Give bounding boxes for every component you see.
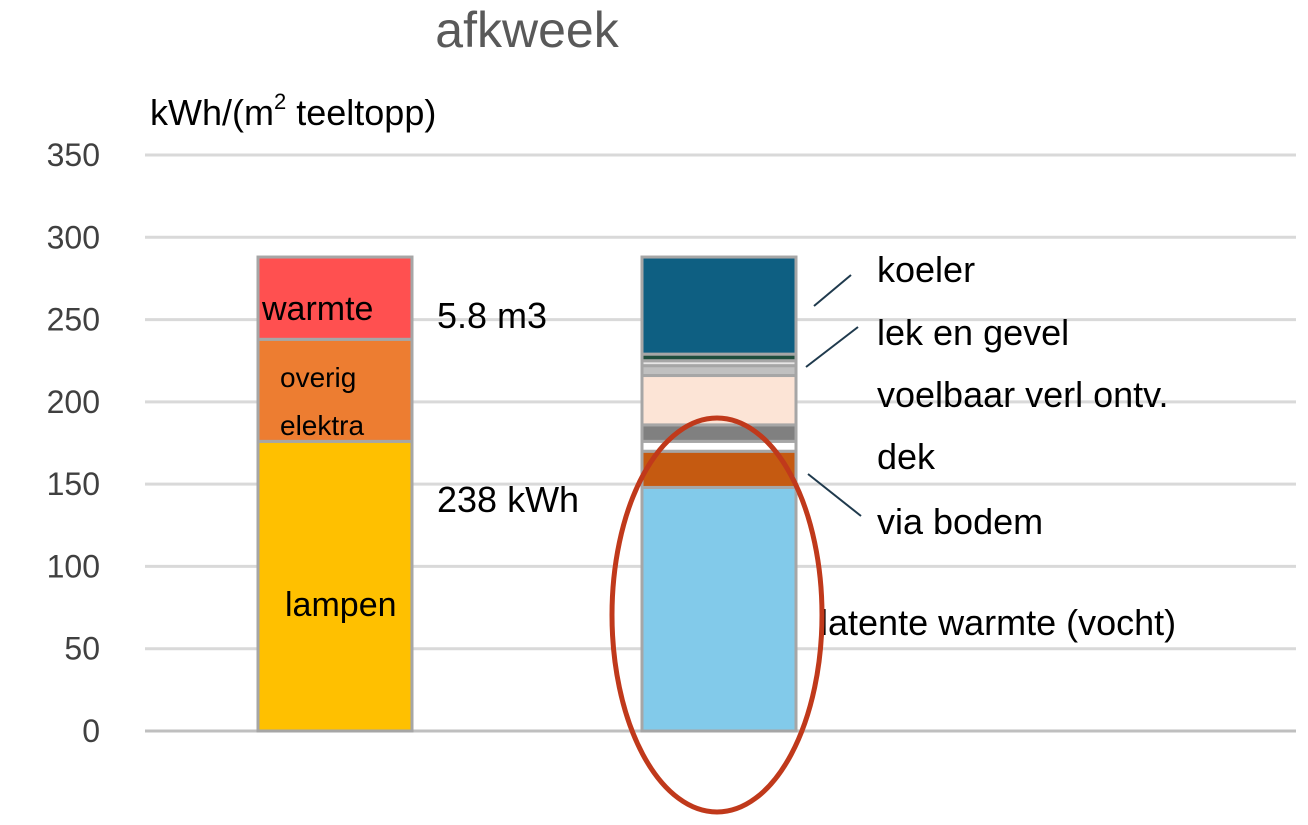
bar-segment (640, 423, 798, 443)
right-label-koeler: koeler (877, 249, 975, 290)
segment-label-elektra: elektra (280, 410, 364, 441)
bar-segment (256, 255, 414, 341)
segment-label-lampen: lampen (285, 586, 397, 624)
segment-labels: lampen overig elektra warmte (261, 290, 397, 624)
leader-lines (805, 274, 862, 517)
bars (256, 255, 798, 733)
right-label-via-bodem: via bodem (877, 501, 1043, 542)
y-axis-unit-prefix: kWh/(m (150, 92, 274, 133)
y-tick-label: 350 (47, 137, 100, 173)
right-label-latente: latente warmte (vocht) (820, 602, 1176, 643)
chart-title: afkweek (435, 2, 619, 58)
bar-segment (640, 449, 798, 489)
y-tick-label: 150 (47, 466, 100, 502)
y-axis-unit-suffix: teeltopp) (286, 92, 436, 133)
segment-label-warmte: warmte (261, 290, 373, 328)
right-labels: koeler lek en gevel voelbaar verl ontv. dek… (820, 249, 1176, 643)
annotations: 5.8 m3 238 kWh (437, 295, 579, 520)
leader-line (813, 274, 852, 307)
bar-segment (256, 337, 414, 443)
right-label-lek-en-gevel: lek en gevel (877, 312, 1069, 353)
bar-segment (256, 439, 414, 733)
y-tick-label: 0 (82, 713, 100, 749)
annotation-gas: 5.8 m3 (437, 295, 547, 336)
leader-line (805, 326, 859, 368)
y-tick-label: 50 (64, 631, 100, 667)
highlight-ellipse-shape (609, 415, 825, 815)
bar-segment (640, 485, 798, 733)
right-label-voelbaar: voelbaar verl ontv. (877, 374, 1168, 415)
right-label-dek: dek (877, 436, 936, 477)
segment-label-overig: overig (280, 362, 356, 393)
bar-segment (640, 255, 798, 356)
annotation-electricity: 238 kWh (437, 479, 579, 520)
y-tick-label: 300 (47, 219, 100, 255)
highlight-ellipse (609, 415, 825, 815)
y-axis-unit-label: kWh/(m2 teeltopp) (150, 89, 436, 133)
y-tick-label: 100 (47, 548, 100, 584)
y-tick-label: 250 (47, 302, 100, 338)
y-axis-ticks: 0 50 100 150 200 250 300 350 (47, 137, 100, 749)
leader-line (807, 473, 862, 517)
y-tick-label: 200 (47, 384, 100, 420)
y-axis-unit-superscript: 2 (274, 89, 286, 114)
